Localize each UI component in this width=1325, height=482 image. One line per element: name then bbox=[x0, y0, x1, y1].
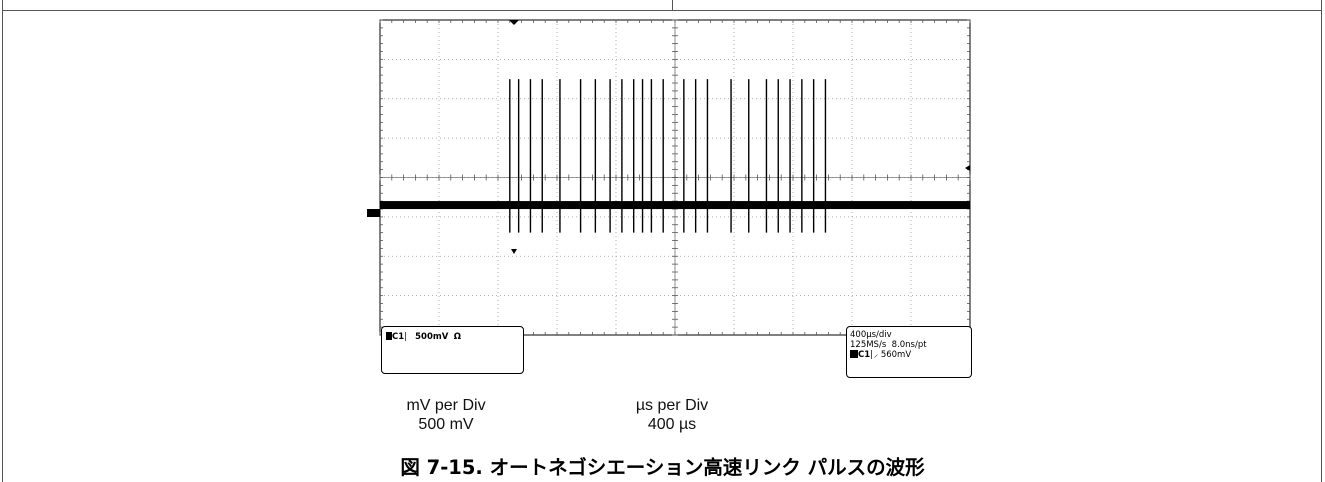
sample-interval: 8.0ns/pt bbox=[891, 340, 927, 350]
channel-label: C1 bbox=[392, 332, 405, 342]
sample-rate: 125MS/s bbox=[850, 340, 887, 350]
trigger-position-marker bbox=[509, 20, 519, 25]
horizontal-scale-label: µs per Div bbox=[635, 397, 709, 414]
trigger-level-marker bbox=[965, 165, 970, 171]
baseline-trace bbox=[380, 201, 970, 210]
page-right-border bbox=[1321, 0, 1322, 482]
figure-caption: 図 7-15. オートネゴシエーション高速リンク パルスの波形 bbox=[400, 456, 925, 479]
page-left-border bbox=[2, 0, 3, 482]
trigger-channel: C1 bbox=[858, 350, 871, 360]
vertical-scale-label: mV per Div bbox=[406, 397, 486, 414]
trigger-color-swatch bbox=[850, 350, 858, 358]
vertical-scale-annotation: mV per Div 500 mV bbox=[371, 396, 521, 434]
trigger-level: 560mV bbox=[880, 350, 912, 360]
timebase-value: 400µs/div bbox=[850, 330, 892, 340]
channel-info-box: C1| 500mV Ω bbox=[381, 326, 524, 374]
channel-coupling: Ω bbox=[453, 332, 461, 342]
horizontal-scale-annotation: µs per Div 400 µs bbox=[597, 396, 747, 434]
table-divider bbox=[672, 0, 673, 10]
channel-color-swatch bbox=[386, 332, 392, 340]
horizontal-scale-value: 400 µs bbox=[647, 416, 697, 433]
ground-marker bbox=[367, 209, 380, 217]
page-top-border bbox=[2, 10, 1322, 11]
trigger-point-marker bbox=[511, 249, 517, 254]
timebase-info-box: 400µs/div 125MS/s 8.0ns/pt C1| ⸝ 560mV bbox=[846, 326, 972, 378]
vertical-scale-value: 500 mV bbox=[418, 416, 474, 433]
oscilloscope-plot bbox=[367, 19, 971, 336]
channel-scale: 500mV bbox=[415, 332, 449, 342]
